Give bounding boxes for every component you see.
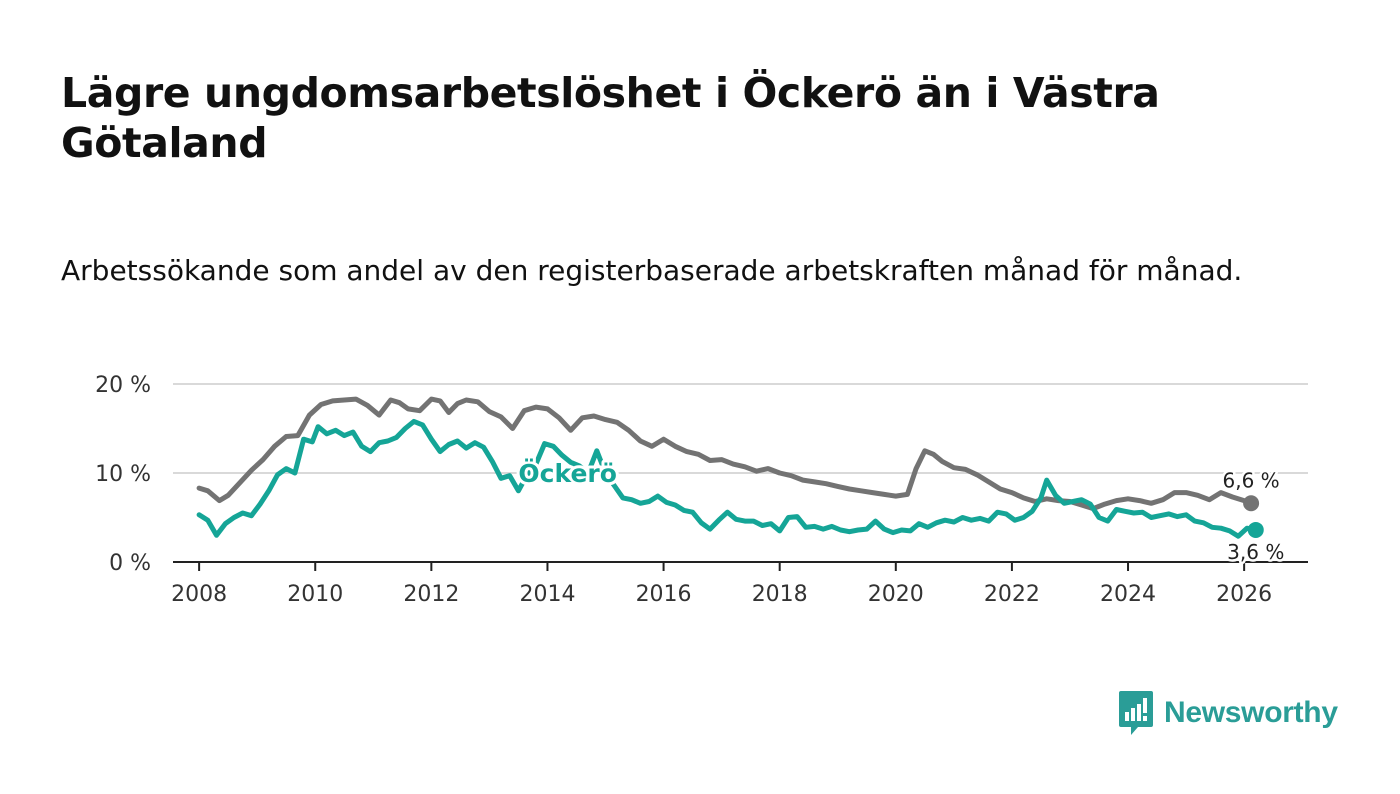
end-value-label-ockero: 3,6 % [1227, 540, 1284, 564]
x-tick-label-2014: 2014 [519, 582, 575, 607]
newsworthy-wordmark: Newsworthy [1164, 696, 1338, 729]
x-tick-label-2016: 2016 [636, 582, 692, 607]
x-tick-label-2024: 2024 [1100, 582, 1156, 607]
series-line-ockero [196, 418, 1259, 539]
x-tick-label-2020: 2020 [868, 582, 924, 607]
series-labels: Västra GötalandÖckerö6,6 %3,6 % [515, 455, 1286, 567]
series-line-gotaland [196, 396, 1254, 512]
chart-title: Lägre ungdomsarbetslöshet i Öckerö än i … [61, 69, 1160, 167]
x-axis: 2008 2010 2012 2014 2016 2018 2020 2022 2024 2026 [171, 561, 1308, 607]
series-endpoint-ockero [1247, 521, 1264, 538]
x-tick-label-2026: 2026 [1216, 582, 1272, 607]
series-label-ockero: Öckerö [518, 458, 617, 488]
y-tick-label-10: 10 % [95, 462, 151, 487]
x-tick-label-2022: 2022 [984, 582, 1040, 607]
newsworthy-logo: Newsworthy [1118, 690, 1338, 736]
y-tick-label-0: 0 % [109, 551, 151, 576]
y-axis-labels: 0 % 10 % 20 % [95, 373, 151, 576]
x-tick-label-2010: 2010 [287, 582, 343, 607]
y-tick-label-20: 20 % [95, 373, 151, 398]
chart-subtitle: Arbetssökande som andel av den registerb… [61, 254, 1243, 287]
x-tick-label-2012: 2012 [403, 582, 459, 607]
end-value-label-gotaland: 6,6 % [1223, 468, 1280, 492]
series-lines [196, 396, 1264, 539]
gridlines [173, 383, 1308, 474]
newsworthy-logo-icon [1119, 691, 1153, 735]
series-endpoint-gotaland [1243, 495, 1260, 512]
x-tick-label-2008: 2008 [171, 582, 227, 607]
x-tick-label-2018: 2018 [752, 582, 808, 607]
